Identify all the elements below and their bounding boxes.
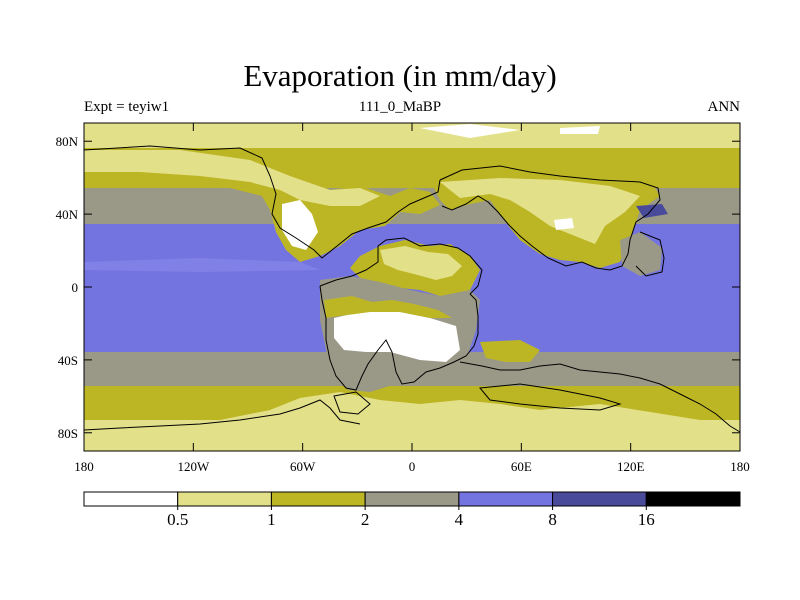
colorbar-swatch (552, 491, 647, 507)
season-label: ANN (707, 99, 741, 115)
coastline-africa-north (377, 237, 483, 295)
lat-tick-label: 40N (56, 207, 79, 222)
lat-tick-label: 0 (72, 280, 79, 295)
colorbar-level-label: 16 (638, 510, 655, 529)
field-antarctic-land-pale (84, 392, 740, 451)
lat-tick-label: 80N (56, 134, 79, 149)
coastline-south-america (319, 246, 379, 287)
lon-tick-label: 120W (177, 459, 210, 474)
coastline-middle-island (333, 391, 371, 415)
field-africa-north-pale (380, 246, 462, 280)
colorbar-swatch (270, 491, 366, 507)
experiment-label: Expt = teyiw1 (84, 99, 170, 115)
coastline-southern-island (479, 383, 622, 411)
lat-tick-label: 40S (58, 353, 78, 368)
field-south-land-olive-rim (324, 296, 452, 318)
lon-tick-label: 60W (290, 459, 316, 474)
coastline-north-america (83, 145, 441, 259)
coastline-southern-land (459, 361, 741, 433)
coastlines (83, 145, 741, 433)
coastline-eurasia (439, 165, 661, 271)
map-title: Evaporation (in mm/day) (243, 58, 557, 93)
coastline-antarctic (83, 399, 361, 431)
field-north-america-pale (84, 150, 380, 206)
colorbar-level-label: 8 (548, 510, 557, 529)
field-eastern-asia-grey (620, 232, 662, 276)
field-north-america (84, 150, 440, 262)
colorbar-level-label: 0.5 (167, 510, 188, 529)
field-pacific-streak (84, 258, 320, 272)
field-north-white-patches (420, 124, 600, 138)
colorbar-swatch (458, 491, 554, 507)
lon-tick-label: 0 (409, 459, 416, 474)
colorbar-swatch (83, 491, 179, 507)
colorbar-level-label: 1 (267, 510, 276, 529)
lon-tick-label: 180 (730, 459, 750, 474)
colorbar-swatch (645, 491, 741, 507)
field-eurasia-dry-patch (554, 218, 574, 230)
field-north-america-dry-interior (282, 200, 318, 250)
evaporation-field (84, 123, 740, 451)
lon-tick-label: 120E (617, 459, 645, 474)
colorbar-level-label: 2 (361, 510, 370, 529)
colorbar-swatch (364, 491, 460, 507)
field-southern-coastal-olive (480, 340, 540, 362)
time-period-label: 111_0_MaBP (358, 99, 442, 115)
field-eurasia-pale (440, 178, 640, 244)
lon-tick-label: 60E (511, 459, 532, 474)
coastline-gondwana (319, 285, 479, 391)
colorbar-swatch (177, 491, 272, 507)
colorbar-level-label: 4 (455, 510, 464, 529)
field-south-land-dry (334, 312, 460, 362)
coastline-east-asia (635, 231, 665, 277)
colorbar: 0.5 1 2 4 8 16 (83, 491, 741, 529)
map-axes: 80N 40N 0 40S 80S 180 120W 60W 0 60E 120E 180 (56, 123, 750, 474)
lon-tick-label: 180 (74, 459, 94, 474)
lat-tick-label: 80S (58, 426, 78, 441)
field-eastern-asia-strip (636, 204, 668, 218)
